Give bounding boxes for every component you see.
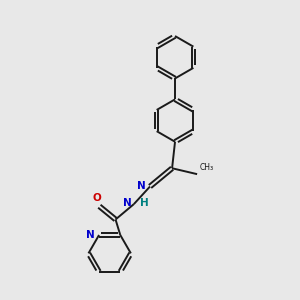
Text: N: N <box>123 198 131 208</box>
Text: O: O <box>93 193 101 203</box>
Text: N: N <box>137 181 146 191</box>
Text: H: H <box>140 198 149 208</box>
Text: N: N <box>86 230 95 240</box>
Text: CH₃: CH₃ <box>200 163 214 172</box>
